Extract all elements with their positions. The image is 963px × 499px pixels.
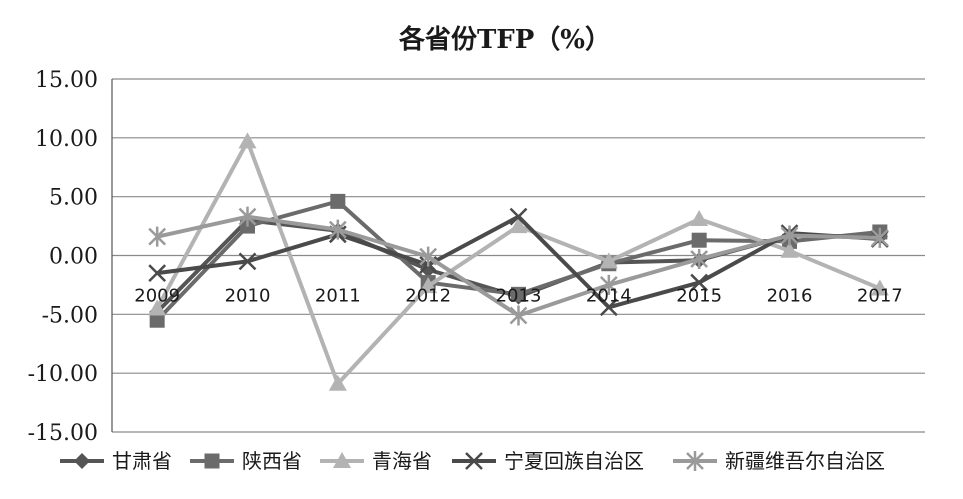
x-tick-label: 2010 bbox=[225, 286, 271, 307]
legend-label: 陕西省 bbox=[242, 449, 302, 473]
data-point bbox=[238, 206, 257, 227]
data-point bbox=[690, 273, 709, 292]
legend-marker bbox=[465, 452, 483, 470]
y-tick-label: 10.00 bbox=[35, 127, 98, 152]
data-point bbox=[599, 298, 618, 317]
data-point bbox=[691, 232, 707, 248]
x-tick-label: 2011 bbox=[315, 286, 361, 307]
y-axis-tick-labels: 15.00 10.00 5.00 0.00 -5.00 -10.00 -15.00 bbox=[28, 68, 98, 446]
x-tick-label: 2012 bbox=[405, 286, 451, 307]
data-point bbox=[509, 305, 528, 326]
data-point bbox=[870, 227, 889, 248]
legend-entry-4: 宁夏回族自治区 bbox=[452, 449, 644, 473]
data-point bbox=[690, 249, 709, 270]
legend-entry-1: 甘肃省 bbox=[60, 449, 172, 473]
data-point bbox=[148, 264, 167, 283]
data-point bbox=[780, 225, 799, 246]
data-point bbox=[148, 226, 167, 247]
data-point bbox=[419, 277, 438, 294]
x-tick-label: 2016 bbox=[767, 286, 813, 307]
series-lines bbox=[148, 132, 889, 391]
data-point bbox=[780, 241, 799, 258]
legend-marker bbox=[74, 453, 90, 469]
data-point bbox=[149, 312, 165, 328]
data-point bbox=[870, 279, 889, 296]
legend-entry-5: 新疆维吾尔自治区 bbox=[673, 449, 885, 473]
legend-marker bbox=[333, 452, 351, 468]
y-tick-label: 5.00 bbox=[49, 186, 98, 211]
data-point bbox=[690, 210, 709, 227]
legend-label: 甘肃省 bbox=[112, 449, 172, 473]
legend-marker bbox=[204, 453, 220, 469]
legend-entry-2: 陕西省 bbox=[190, 449, 302, 473]
series-3 bbox=[148, 132, 889, 391]
y-tick-label: 0.00 bbox=[49, 245, 98, 270]
y-tick-label: -5.00 bbox=[42, 303, 98, 328]
legend: 甘肃省 陕西省 青海省 宁夏回族自治区 新疆维吾尔自治区 bbox=[60, 449, 885, 473]
legend-entry-3: 青海省 bbox=[320, 449, 432, 473]
data-point bbox=[330, 193, 346, 209]
data-point bbox=[328, 374, 347, 391]
y-tick-label: -15.00 bbox=[28, 421, 98, 446]
x-tick-label: 2014 bbox=[586, 286, 632, 307]
series-5 bbox=[148, 206, 889, 326]
data-point bbox=[238, 132, 257, 149]
data-point bbox=[238, 252, 257, 271]
legend-label: 青海省 bbox=[372, 449, 432, 473]
data-point bbox=[511, 286, 526, 302]
data-point bbox=[509, 207, 528, 226]
data-point bbox=[419, 246, 438, 267]
legend-label: 新疆维吾尔自治区 bbox=[725, 449, 885, 473]
legend-label: 宁夏回族自治区 bbox=[504, 449, 644, 473]
series-line bbox=[155, 139, 881, 386]
x-axis-tick-labels: 2009 2010 2011 2012 2013 2014 2015 2016 2017 bbox=[134, 286, 902, 307]
data-point bbox=[148, 299, 167, 316]
legend-marker bbox=[686, 451, 704, 471]
x-tick-label: 2013 bbox=[496, 286, 542, 307]
y-tick-label: 15.00 bbox=[35, 68, 98, 93]
chart-title: 各省份TFP（%） bbox=[398, 24, 611, 55]
data-point bbox=[599, 252, 618, 269]
x-tick-label: 2015 bbox=[676, 286, 722, 307]
y-tick-label: -10.00 bbox=[28, 362, 98, 387]
data-point bbox=[328, 219, 347, 240]
data-point bbox=[509, 217, 528, 234]
x-tick-label: 2009 bbox=[134, 286, 180, 307]
x-tick-label: 2017 bbox=[857, 286, 903, 307]
data-point bbox=[599, 274, 618, 295]
